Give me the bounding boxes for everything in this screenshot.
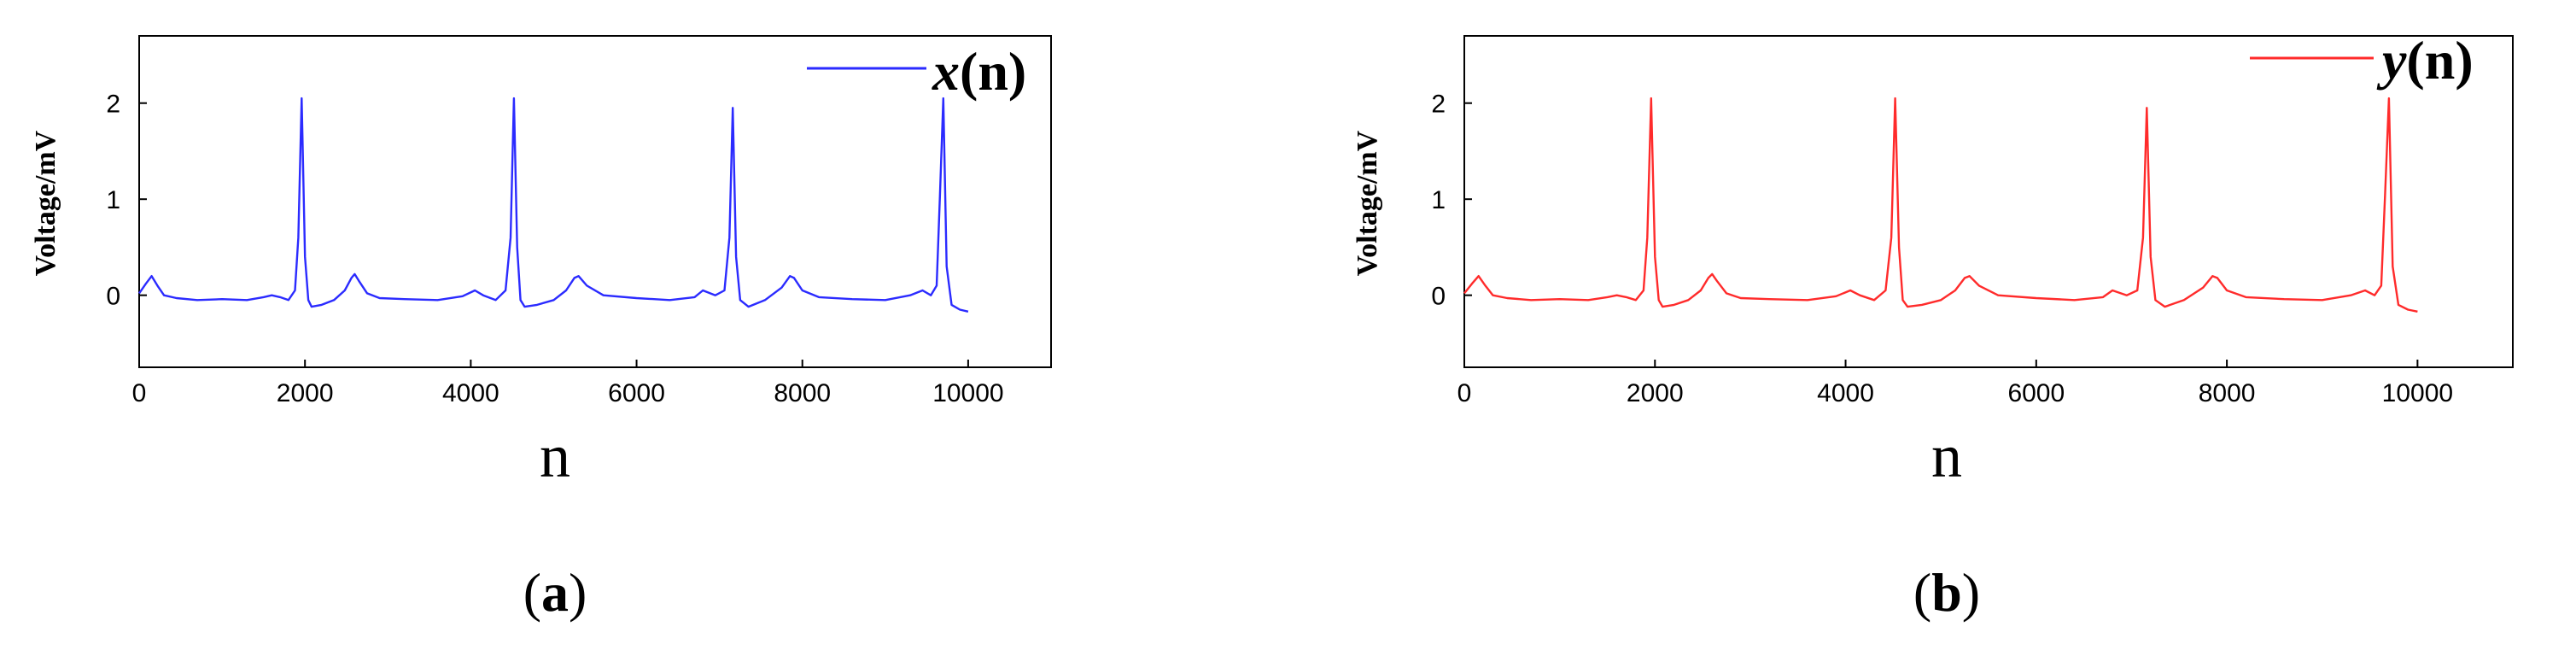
- series-line-a: [138, 97, 969, 313]
- caption-letter-b: b: [1931, 562, 1962, 623]
- legend-b: y(n): [2250, 30, 2474, 91]
- x-tick-label-a-3: 6000: [608, 379, 665, 407]
- x-tick-label-b-2: 4000: [1817, 379, 1874, 407]
- x-tick-label-b-5: 10000: [2382, 379, 2453, 407]
- x-tick-label-a-4: 8000: [774, 379, 831, 407]
- x-tick-label-b-1: 2000: [1627, 379, 1684, 407]
- y-tick-label-b-1: 1: [1431, 186, 1446, 214]
- x-axis-label-a: n: [540, 422, 570, 490]
- caption-a: (a): [523, 562, 587, 623]
- y-axis-label-a: Voltage/mV: [30, 130, 61, 276]
- x-tick-label-b-0: 0: [1457, 379, 1472, 407]
- y-tick-label-b-2: 2: [1431, 91, 1446, 119]
- x-tick-label-a-0: 0: [132, 379, 147, 407]
- x-tick-label-b-3: 6000: [2007, 379, 2065, 407]
- y-tick-label-b-0: 0: [1431, 283, 1446, 311]
- axis-ticks-b: 0 2000 4000 6000 8000 10000 0 1 2: [1431, 91, 2453, 407]
- y-axis-label-b: Voltage/mV: [1352, 130, 1383, 276]
- caption-letter-a: a: [541, 562, 569, 623]
- x-axis-label-b: n: [1931, 422, 1962, 490]
- caption-b: (b): [1913, 562, 1980, 623]
- legend-label-b: y(n): [2376, 30, 2474, 91]
- y-tick-label-a-0: 0: [106, 283, 120, 311]
- y-tick-label-a-1: 1: [106, 186, 120, 214]
- caption-open-b: (: [1913, 562, 1931, 623]
- x-tick-label-a-5: 10000: [932, 379, 1003, 407]
- x-tick-label-a-1: 2000: [277, 379, 334, 407]
- series-line-b: [1463, 97, 2418, 313]
- legend-a: x(n): [807, 41, 1026, 102]
- caption-open-a: (: [523, 562, 541, 623]
- plot-area-a: [138, 35, 1052, 368]
- axis-ticks-a: 0 2000 4000 6000 8000 10000 0 1 2: [106, 91, 1003, 407]
- y-tick-label-a-2: 2: [106, 91, 120, 119]
- caption-close-a: ): [569, 562, 587, 623]
- legend-paren-b: (n): [2406, 30, 2473, 91]
- caption-close-b: ): [1962, 562, 1980, 623]
- legend-var-a: x: [932, 41, 960, 102]
- legend-paren-a: (n): [960, 41, 1026, 102]
- x-tick-label-a-2: 4000: [442, 379, 499, 407]
- legend-label-a: x(n): [932, 41, 1026, 102]
- plot-area-b: [1463, 35, 2514, 368]
- legend-var-b: y: [2376, 30, 2407, 91]
- x-tick-label-b-4: 8000: [2199, 379, 2256, 407]
